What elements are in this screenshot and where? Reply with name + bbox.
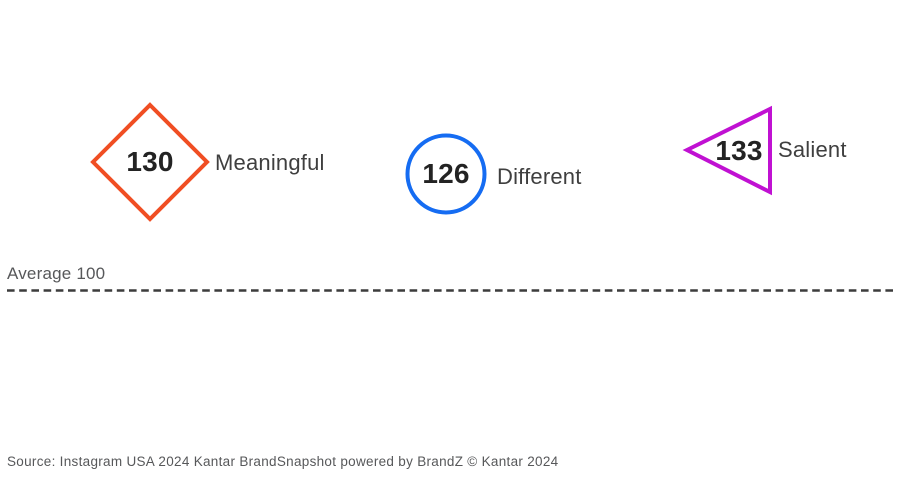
metric-salient: 133 Salient: [681, 103, 900, 203]
metric-value-meaningful: 130: [126, 146, 174, 177]
average-dashed-line: [7, 289, 895, 292]
metric-label-meaningful: Meaningful: [215, 150, 325, 175]
metric-value-different: 126: [422, 158, 470, 189]
metric-value-salient: 133: [715, 135, 763, 166]
circle-icon: [405, 133, 487, 215]
triangle-outline: [682, 105, 772, 196]
metric-label-salient: Salient: [778, 137, 847, 162]
average-benchmark-label: Average 100: [7, 264, 106, 283]
circle-outline: [405, 133, 487, 215]
triangle-left-icon: [682, 105, 772, 196]
diamond-icon: [90, 102, 210, 222]
source-attribution: Source: Instagram USA 2024 Kantar BrandS…: [7, 454, 559, 469]
metric-label-different: Different: [497, 164, 582, 189]
metric-meaningful: 130 Meaningful: [90, 102, 450, 232]
metric-different: 126 Different: [404, 132, 684, 232]
diamond-outline: [90, 102, 210, 222]
